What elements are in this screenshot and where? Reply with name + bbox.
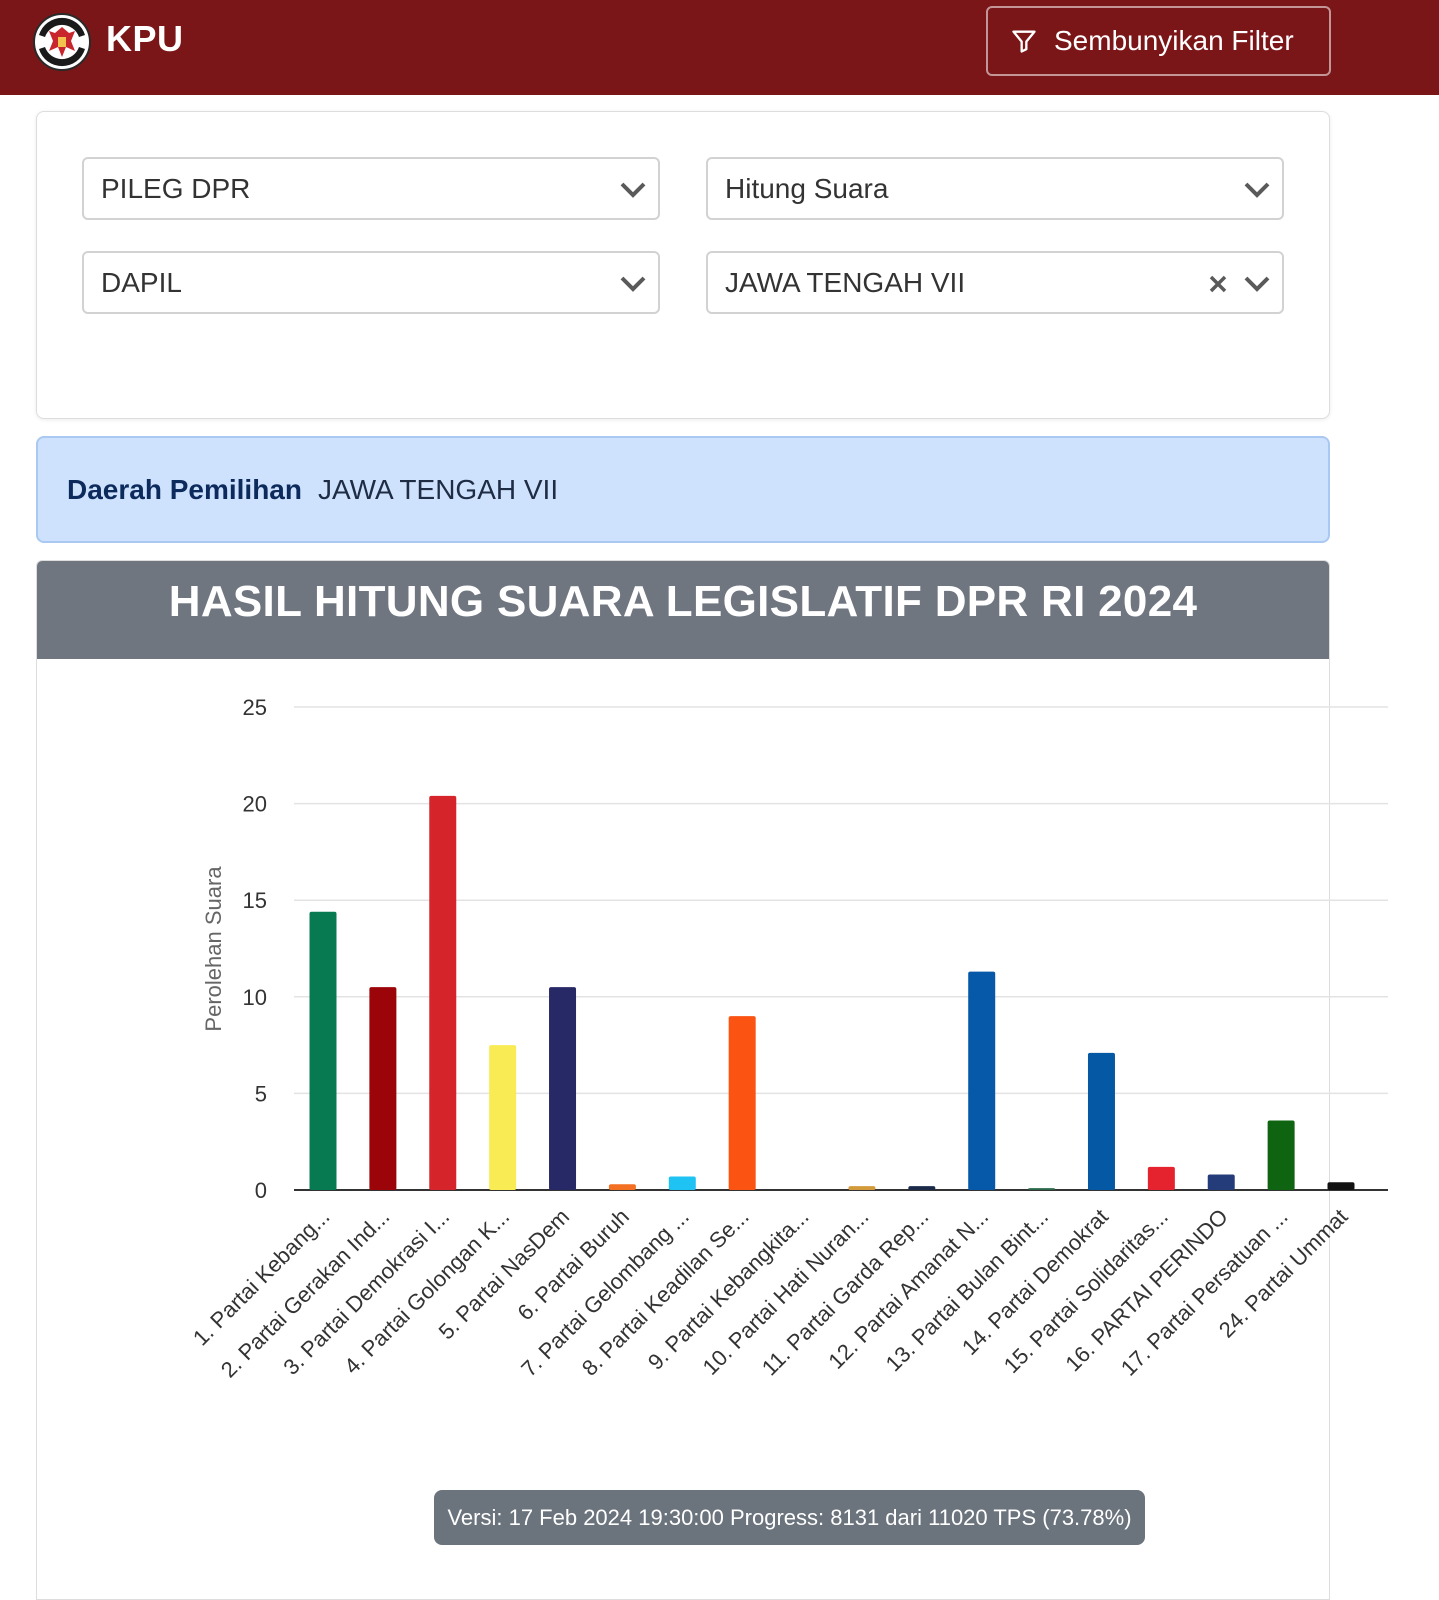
y-axis-label: Perolehan Suara <box>201 866 226 1032</box>
count-type-value: Hitung Suara <box>725 172 889 204</box>
y-tick-label: 20 <box>243 792 267 817</box>
chart-title: HASIL HITUNG SUARA LEGISLATIF DPR RI 202… <box>37 561 1329 659</box>
clear-icon[interactable] <box>1206 272 1230 296</box>
bar <box>848 1186 876 1190</box>
region-info-banner: Daerah Pemilihan JAWA TENGAH VII <box>36 436 1330 543</box>
hide-filter-label: Sembunyikan Filter <box>1054 25 1294 56</box>
y-tick-label: 5 <box>255 1081 267 1106</box>
bar <box>489 1045 517 1190</box>
bar <box>1087 1052 1115 1190</box>
chevron-down-icon <box>1244 182 1270 198</box>
bar <box>728 1016 756 1190</box>
region-info-value: JAWA TENGAH VII <box>317 473 559 505</box>
y-tick-label: 25 <box>243 695 267 720</box>
y-tick-label: 15 <box>243 888 267 913</box>
kpu-logo[interactable] <box>33 13 91 71</box>
region-level-value: DAPIL <box>101 266 182 298</box>
bar <box>608 1184 636 1190</box>
bar <box>1207 1174 1235 1190</box>
region-info-label: Daerah Pemilihan <box>67 473 302 505</box>
election-type-select[interactable]: PILEG DPR <box>82 157 660 220</box>
filter-icon <box>1012 30 1036 53</box>
bar <box>1028 1188 1056 1190</box>
y-tick-label: 10 <box>243 985 267 1010</box>
region-value-value: JAWA TENGAH VII <box>725 266 966 298</box>
bar <box>908 1186 936 1190</box>
chevron-down-icon <box>620 276 646 292</box>
region-level-select[interactable]: DAPIL <box>82 251 660 314</box>
bar <box>309 911 337 1190</box>
bar <box>1327 1182 1355 1190</box>
bar <box>968 971 996 1190</box>
election-type-value: PILEG DPR <box>101 172 251 204</box>
brand-title[interactable]: KPU <box>106 18 184 59</box>
bar <box>1147 1166 1175 1190</box>
region-value-select[interactable]: JAWA TENGAH VII <box>706 251 1284 314</box>
filter-card: PILEG DPR Hitung Suara DAPIL JAWA TENGAH… <box>36 111 1330 419</box>
bar <box>1267 1120 1295 1190</box>
version-progress-badge: Versi: 17 Feb 2024 19:30:00 Progress: 81… <box>434 1490 1145 1545</box>
bar <box>549 987 577 1190</box>
chevron-down-icon <box>620 182 646 198</box>
top-navbar: KPU Sembunyikan Filter <box>0 0 1439 95</box>
bar <box>369 987 397 1190</box>
y-tick-label: 0 <box>255 1178 267 1203</box>
hide-filter-button[interactable]: Sembunyikan Filter <box>986 6 1331 76</box>
count-type-select[interactable]: Hitung Suara <box>706 157 1284 220</box>
bar <box>668 1176 696 1190</box>
chevron-down-icon <box>1244 276 1270 292</box>
bar <box>429 795 457 1190</box>
